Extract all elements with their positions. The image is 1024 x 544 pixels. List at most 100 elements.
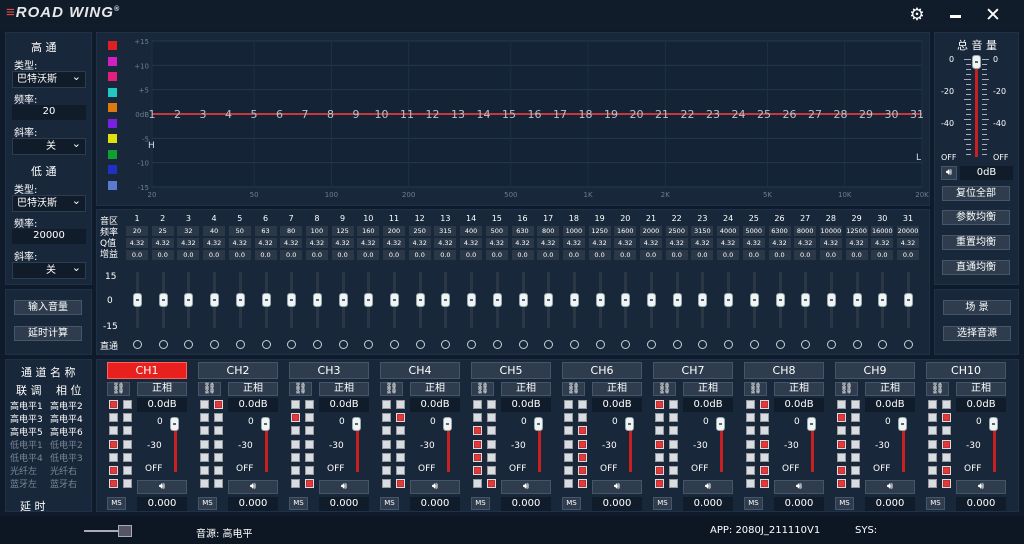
ch4-link-icon[interactable]: ⛓ [380, 382, 403, 396]
ch5-route-checkbox[interactable] [473, 413, 482, 423]
select-source-button[interactable]: 选择音源 [943, 326, 1011, 341]
ch3-route-checkbox[interactable] [291, 479, 300, 489]
ch2-button[interactable]: CH2 [198, 362, 278, 379]
eq-band-gain[interactable]: 0.0 [383, 250, 405, 260]
eq-band-bypass-radio[interactable] [133, 340, 142, 349]
ch10-route-checkbox[interactable] [928, 426, 937, 436]
eq-band-q[interactable]: 4.32 [434, 238, 457, 248]
eq-band-freq[interactable]: 50 [228, 226, 251, 236]
eq-band-freq[interactable]: 25 [151, 226, 174, 236]
eq-band-bypass-radio[interactable] [235, 340, 245, 349]
ch8-route-checkbox[interactable] [760, 413, 769, 423]
ch4-route-checkbox[interactable] [396, 400, 405, 409]
ch1-route-checkbox[interactable] [109, 452, 118, 462]
ch10-button[interactable]: CH10 [926, 362, 1006, 379]
ch7-delay-value[interactable]: 0.000 [683, 497, 733, 511]
eq-band-bypass-radio[interactable] [801, 340, 811, 349]
ch6-route-checkbox[interactable] [578, 479, 587, 489]
ch3-route-checkbox[interactable] [291, 452, 300, 462]
ch1-route-checkbox[interactable] [109, 413, 118, 423]
ch7-volume-knob[interactable] [716, 417, 725, 431]
param-eq-button[interactable]: 参数均衡 [942, 210, 1010, 225]
eq-band-freq[interactable]: 800 [537, 226, 560, 236]
highpass-type-select[interactable]: 巴特沃斯 [12, 69, 86, 88]
eq-band-marker-5[interactable]: 5 [251, 108, 258, 121]
ch8-mute-speaker-icon[interactable]: 🔊︎ [774, 480, 824, 494]
eq-band-slider-knob[interactable] [647, 293, 656, 307]
eq-band-bypass-radio[interactable] [338, 340, 348, 349]
ch2-route-checkbox[interactable] [200, 426, 209, 436]
ch6-route-checkbox[interactable] [578, 413, 587, 423]
ch4-route-checkbox[interactable] [382, 479, 391, 489]
ch3-mute-speaker-icon[interactable]: 🔊︎ [319, 480, 369, 494]
ch8-phase-button[interactable]: 正相 [774, 382, 824, 396]
eq-band-bypass-radio[interactable] [647, 340, 656, 349]
eq-band-q[interactable]: 4.32 [665, 238, 688, 248]
color-swatch-9[interactable] [108, 165, 117, 174]
eq-band-gain[interactable]: 0.0 [228, 250, 251, 260]
ch1-phase-button[interactable]: 正相 [137, 382, 187, 396]
ch1-route-checkbox[interactable] [123, 413, 132, 423]
eq-band-gain[interactable]: 0.0 [845, 250, 868, 260]
eq-band-freq[interactable]: 1000 [562, 226, 585, 236]
ch4-route-checkbox[interactable] [382, 426, 391, 436]
color-swatch-5[interactable] [108, 103, 117, 112]
ch8-ms-button[interactable]: MS [744, 497, 763, 510]
eq-band-gain[interactable]: 0.0 [691, 250, 714, 260]
eq-band-slider-knob[interactable] [621, 293, 631, 307]
ch1-route-checkbox[interactable] [123, 400, 132, 409]
eq-band-slider-knob[interactable] [904, 293, 913, 307]
eq-band-slider-knob[interactable] [826, 293, 836, 307]
ch6-ms-button[interactable]: MS [562, 497, 581, 510]
eq-band-bypass-radio[interactable] [544, 340, 554, 349]
eq-band-gain[interactable]: 0.0 [562, 250, 585, 260]
ch3-route-checkbox[interactable] [291, 426, 300, 436]
ch6-route-checkbox[interactable] [564, 452, 573, 462]
ch8-volume-knob[interactable] [807, 417, 816, 431]
ch3-route-checkbox[interactable] [305, 400, 314, 409]
eq-band-bypass-radio[interactable] [492, 340, 502, 349]
ch1-route-checkbox[interactable] [109, 439, 118, 449]
ch9-route-checkbox[interactable] [851, 439, 860, 449]
ch6-route-checkbox[interactable] [564, 413, 573, 423]
ch2-phase-button[interactable]: 正相 [228, 382, 278, 396]
ch3-route-checkbox[interactable] [291, 466, 300, 475]
ch8-route-checkbox[interactable] [746, 466, 755, 475]
eq-band-slider-knob[interactable] [724, 293, 734, 307]
ch3-ms-button[interactable]: MS [289, 497, 308, 510]
eq-band-bypass-radio[interactable] [467, 340, 477, 349]
eq-band-marker-6[interactable]: 6 [276, 108, 283, 121]
ch5-delay-value[interactable]: 0.000 [501, 497, 551, 511]
ch8-volume-track[interactable] [811, 420, 814, 472]
color-swatch-1[interactable] [108, 41, 117, 50]
ch9-route-checkbox[interactable] [851, 479, 860, 489]
eq-band-marker-28[interactable]: 28 [834, 108, 848, 121]
lowpass-freq-field[interactable]: 20000 [12, 229, 86, 244]
ch9-link-icon[interactable]: ⛓ [835, 382, 858, 396]
eq-band-freq[interactable]: 500 [485, 226, 508, 236]
eq-band-q[interactable]: 4.32 [485, 238, 508, 248]
eq-band-gain[interactable]: 0.0 [485, 250, 508, 260]
eq-band-marker-22[interactable]: 22 [681, 108, 695, 121]
ch6-route-checkbox[interactable] [564, 426, 573, 436]
ch6-volume-track[interactable] [629, 420, 632, 472]
ch7-route-checkbox[interactable] [655, 426, 664, 436]
ch3-button[interactable]: CH3 [289, 362, 369, 379]
ch2-route-checkbox[interactable] [200, 413, 209, 423]
eq-band-q[interactable]: 4.32 [254, 238, 277, 248]
ch10-route-checkbox[interactable] [942, 439, 951, 449]
ch1-route-checkbox[interactable] [123, 426, 132, 436]
ch6-volume-knob[interactable] [625, 417, 634, 431]
ch10-ms-button[interactable]: MS [926, 497, 945, 510]
ch7-route-checkbox[interactable] [655, 400, 664, 409]
ch9-route-checkbox[interactable] [851, 400, 860, 409]
ch2-route-checkbox[interactable] [214, 452, 223, 462]
ch5-route-checkbox[interactable] [487, 413, 496, 423]
eq-band-slider-knob[interactable] [235, 293, 245, 307]
ch1-route-checkbox[interactable] [123, 466, 132, 475]
ch3-route-checkbox[interactable] [291, 413, 300, 423]
ch5-route-checkbox[interactable] [487, 452, 496, 462]
master-volume-knob[interactable] [972, 55, 981, 69]
eq-band-freq[interactable]: 5000 [742, 226, 765, 236]
eq-band-marker-19[interactable]: 19 [604, 108, 618, 121]
